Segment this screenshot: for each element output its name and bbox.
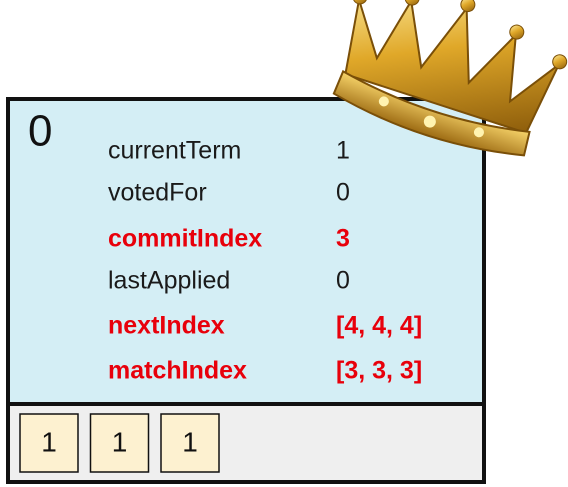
field-value: 0	[336, 179, 350, 207]
field-label: nextIndex	[108, 312, 225, 340]
field-value: [3, 3, 3]	[336, 357, 422, 385]
field-value: 3	[336, 225, 350, 253]
field-label: currentTerm	[108, 137, 241, 165]
log-entry-term: 1	[182, 426, 198, 457]
field-label: matchIndex	[108, 357, 247, 385]
log: 1 1 1	[20, 414, 219, 472]
field-label: lastApplied	[108, 267, 230, 295]
field-value: 0	[336, 267, 350, 295]
field-value: 1	[336, 137, 350, 165]
server-id: 0	[28, 107, 52, 156]
log-entry-term: 1	[112, 426, 128, 457]
field-label: votedFor	[108, 179, 207, 207]
log-entry-term: 1	[41, 426, 57, 457]
server-diagram: 0 currentTerm 1 votedFor 0 commitIndex 3 lastA…	[0, 0, 568, 487]
log-panel	[8, 404, 484, 482]
page: 0 currentTerm 1 votedFor 0 commitIndex 3 lastA…	[0, 0, 568, 487]
field-value: [4, 4, 4]	[336, 312, 422, 340]
field-label: commitIndex	[108, 225, 262, 253]
